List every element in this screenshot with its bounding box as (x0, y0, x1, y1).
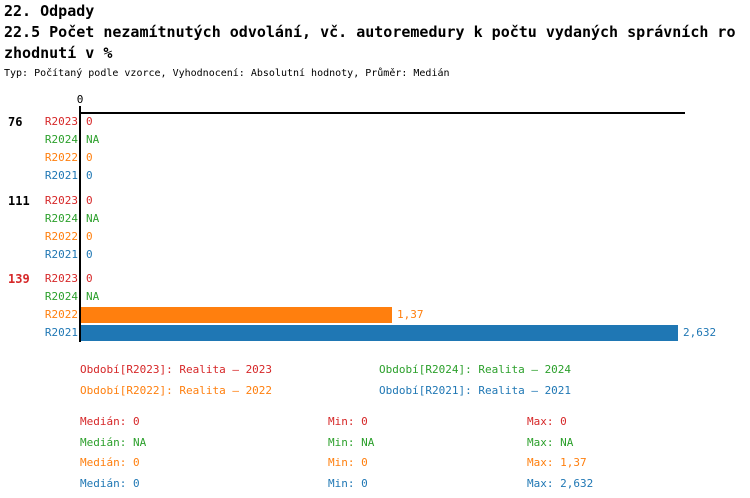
stat-min: Min: 0 (328, 456, 368, 469)
indicator-title-line2: zhodnutí v % (4, 44, 113, 62)
stat-median: Medián: 0 (80, 415, 140, 428)
row-series-label: R2023 (44, 115, 78, 128)
row-value: NA (86, 133, 100, 146)
indicator-title-line1: 22.5 Počet nezamítnutých odvolání, vč. a… (4, 23, 736, 41)
chart-row: R2023 0 (0, 113, 750, 131)
stat-max: Max: 1,37 (527, 456, 587, 469)
row-value: NA (86, 290, 100, 303)
row-value: NA (86, 211, 100, 225)
bar-r2021 (81, 325, 678, 341)
row-series-label: R2022 (44, 308, 78, 321)
stat-median: Medián: 0 (80, 477, 140, 490)
x-axis-line (79, 112, 685, 114)
stat-max: Max: 0 (527, 415, 567, 428)
chart-row: R2021 2,632 (0, 324, 750, 342)
chart-row: R2021 0 (0, 167, 750, 185)
x-axis-tick-label: 0 (76, 93, 84, 106)
chart-row: R2022 0 (0, 149, 750, 167)
row-value: 0 (86, 193, 93, 207)
stat-min: Min: 0 (328, 477, 368, 490)
bar-value-label: 1,37 (397, 308, 424, 321)
row-series-label: R2023 (44, 272, 78, 285)
stat-min: Min: 0 (328, 415, 368, 428)
stat-max: Max: NA (527, 436, 574, 449)
row-value: 0 (86, 272, 93, 285)
stat-max: Max: 2,632 (527, 477, 594, 490)
chart-row: R2023 0 (0, 192, 750, 210)
stat-min: Min: NA (328, 436, 375, 449)
chart-row: R2024 NA (0, 288, 750, 306)
stat-median: Medián: 0 (80, 456, 140, 469)
row-series-label: R2022 (44, 229, 78, 243)
row-series-label: R2021 (44, 247, 78, 261)
y-axis-line (79, 106, 81, 342)
row-series-label: R2024 (44, 133, 78, 146)
group-label: 139 (8, 272, 30, 286)
row-value: 0 (86, 229, 93, 243)
legend-item: Období[R2021]: Realita – 2021 (379, 384, 572, 397)
chart-row: R2022 1,37 (0, 306, 750, 324)
bar-r2022 (81, 307, 392, 323)
chart-row: R2022 0 (0, 228, 750, 246)
legend-item: Období[R2023]: Realita – 2023 (80, 363, 273, 376)
chart-row: R2023 0 (0, 270, 750, 288)
row-value: 0 (86, 169, 93, 182)
stat-median: Medián: NA (80, 436, 147, 449)
row-series-label: R2023 (44, 193, 78, 207)
report-section-title: 22. Odpady (4, 2, 95, 20)
row-series-label: R2021 (44, 326, 78, 339)
row-series-label: R2021 (44, 169, 78, 182)
group-label: 76 (8, 115, 23, 129)
row-series-label: R2024 (44, 211, 78, 225)
indicator-meta-text: Typ: Počítaný podle vzorce, Vyhodnocení:… (4, 68, 450, 79)
group-label: 111 (8, 193, 30, 208)
row-series-label: R2024 (44, 290, 78, 303)
legend-item: Období[R2022]: Realita – 2022 (80, 384, 273, 397)
bar-value-label: 2,632 (683, 326, 717, 339)
chart-row: R2021 0 (0, 246, 750, 264)
row-value: 0 (86, 151, 93, 164)
row-series-label: R2022 (44, 151, 78, 164)
legend-item: Období[R2024]: Realita – 2024 (379, 363, 572, 376)
chart-row: R2024 NA (0, 210, 750, 228)
row-value: 0 (86, 247, 93, 261)
chart-row: R2024 NA (0, 131, 750, 149)
row-value: 0 (86, 115, 93, 128)
